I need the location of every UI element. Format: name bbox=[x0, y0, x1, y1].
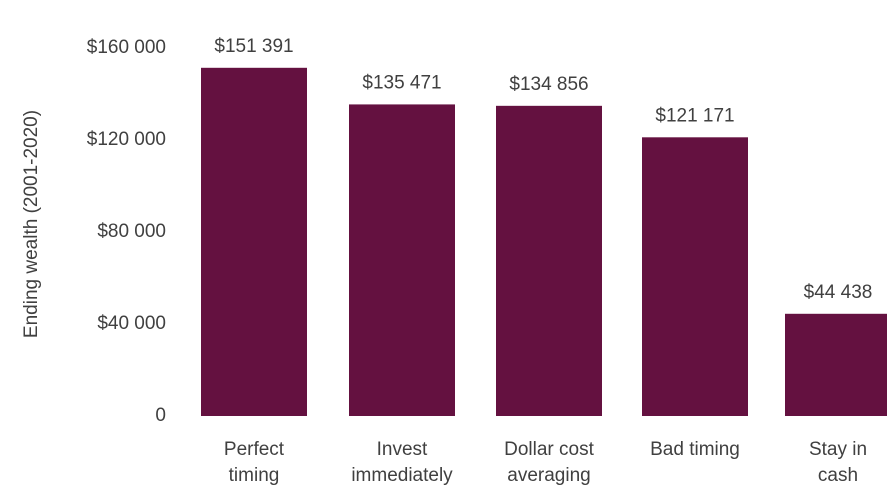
x-tick-label: Stay in bbox=[809, 439, 867, 460]
data-label: $135 471 bbox=[362, 72, 441, 93]
data-label: $121 171 bbox=[655, 105, 734, 126]
bar bbox=[496, 105, 602, 416]
x-tick-label: Dollar cost bbox=[504, 439, 594, 460]
y-axis-ticks: 0 $40 000 $80 000 $120 000 $160 000 bbox=[87, 37, 166, 426]
data-labels: $151 391 $135 471 $134 856 $121 171 $44 438 bbox=[214, 36, 872, 303]
y-axis-label: Ending wealth (2001-2020) bbox=[21, 110, 42, 338]
bar bbox=[349, 104, 455, 417]
x-tick-label: Invest bbox=[377, 439, 428, 460]
x-tick-label: immediately bbox=[351, 465, 453, 486]
y-tick-label: 0 bbox=[155, 405, 166, 426]
x-axis-categories: Perfect timing Invest immediately Dollar cos… bbox=[224, 439, 867, 486]
data-label: $151 391 bbox=[214, 36, 293, 57]
y-tick-label: $160 000 bbox=[87, 37, 166, 58]
x-tick-label: Perfect bbox=[224, 439, 285, 460]
bar bbox=[201, 67, 307, 417]
y-tick-label: $80 000 bbox=[97, 221, 166, 242]
y-tick-label: $120 000 bbox=[87, 129, 166, 150]
data-label: $44 438 bbox=[804, 282, 873, 303]
bars bbox=[201, 67, 887, 417]
bar bbox=[642, 137, 748, 416]
data-label: $134 856 bbox=[509, 74, 588, 95]
x-tick-label: Bad timing bbox=[650, 439, 740, 460]
x-tick-label: averaging bbox=[507, 465, 590, 486]
x-tick-label: cash bbox=[818, 465, 858, 486]
bar bbox=[785, 313, 887, 416]
y-tick-label: $40 000 bbox=[97, 313, 166, 334]
x-tick-label: timing bbox=[229, 465, 280, 486]
